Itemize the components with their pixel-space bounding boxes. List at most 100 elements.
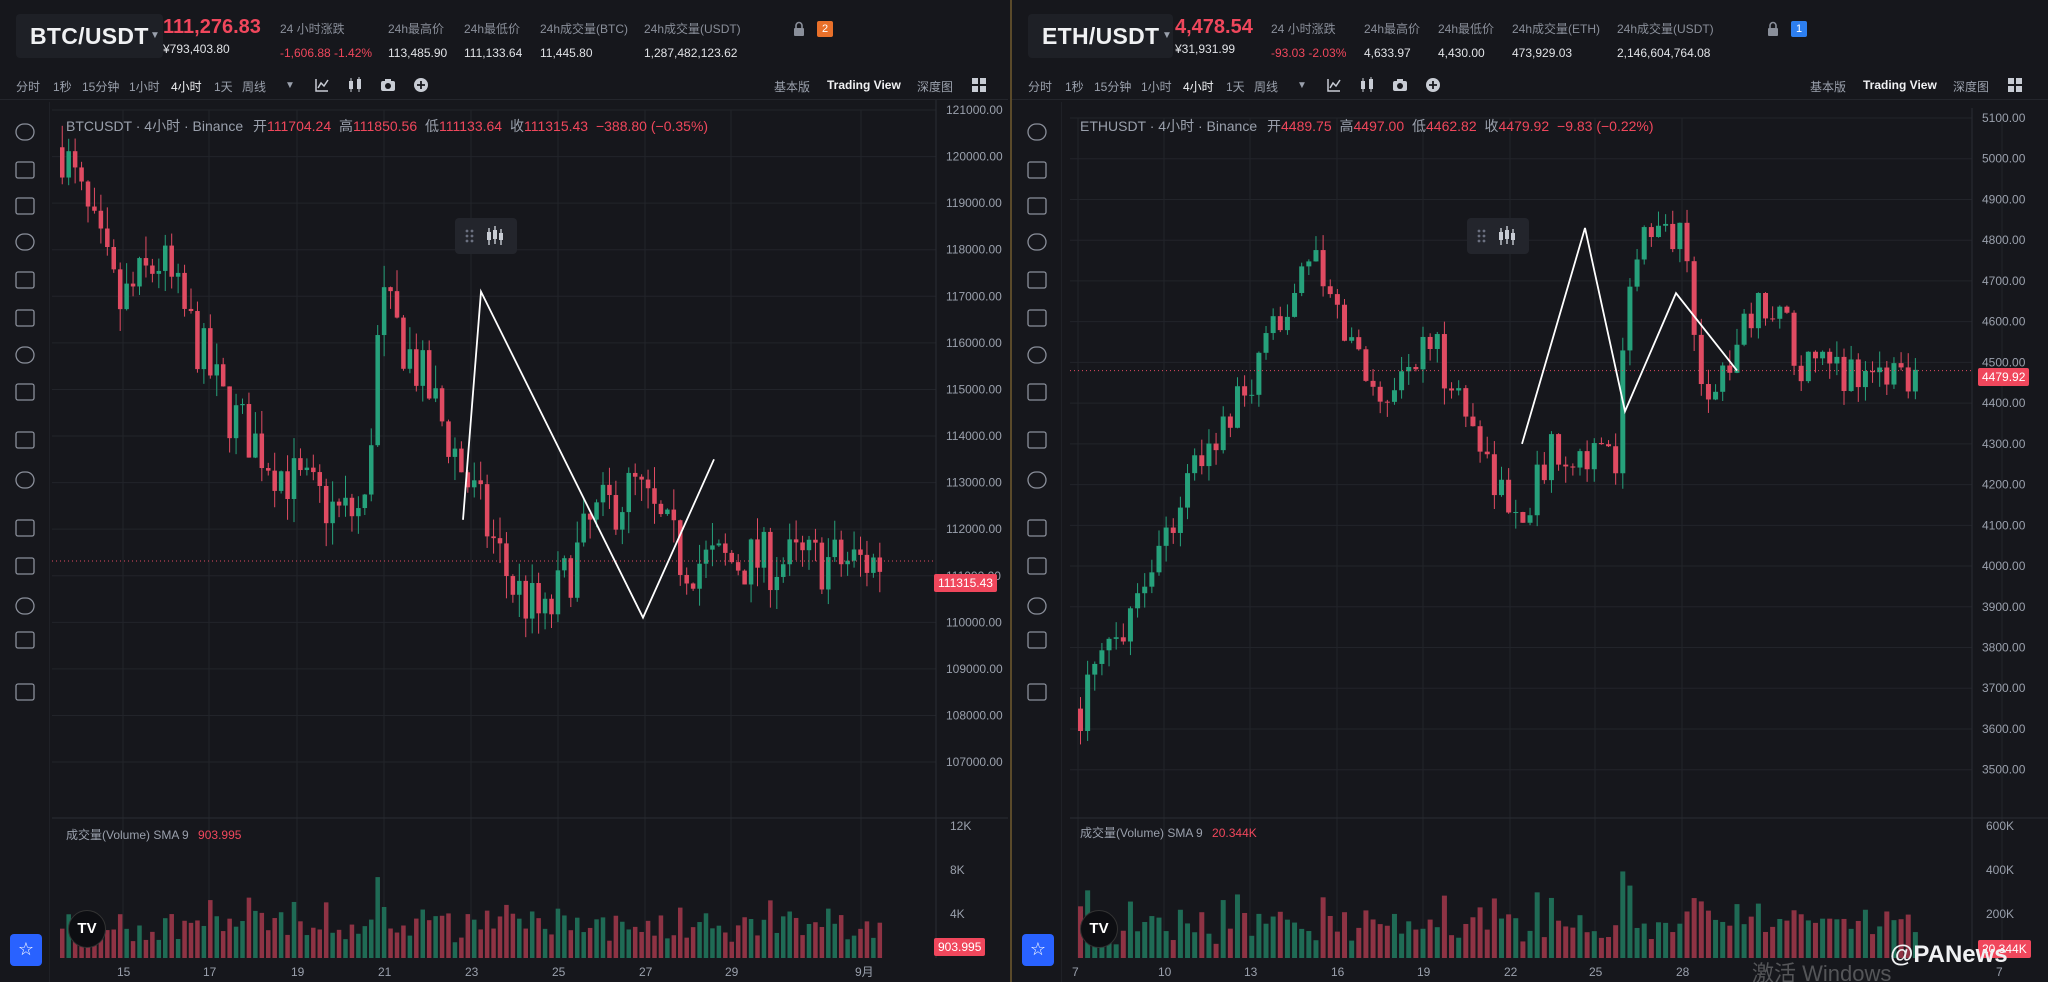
chevron-down-icon[interactable]: ▼ bbox=[150, 30, 160, 41]
drawing-tool-icon[interactable] bbox=[15, 123, 35, 141]
add-circle-icon[interactable] bbox=[1424, 76, 1442, 94]
drawing-tool-icon[interactable] bbox=[15, 346, 35, 364]
drawing-tool-icon[interactable] bbox=[1027, 631, 1047, 649]
y-tick-label: 4800.00 bbox=[1982, 233, 2026, 247]
timeframe-button[interactable]: 1天 bbox=[1226, 80, 1245, 94]
view-basic-button[interactable]: 基本版 bbox=[774, 80, 811, 94]
volume-bar bbox=[1634, 927, 1640, 958]
drawing-tool-icon[interactable] bbox=[15, 557, 35, 575]
indicator-icon[interactable] bbox=[1325, 76, 1343, 94]
alert-count-badge[interactable]: 1 bbox=[1791, 21, 1807, 37]
view-depth-button[interactable]: 深度图 bbox=[1953, 80, 1990, 94]
volume-bar bbox=[587, 927, 593, 958]
timeframe-button-active[interactable]: 4小时 bbox=[1183, 80, 1214, 94]
volume-bar bbox=[1270, 916, 1276, 958]
add-circle-icon[interactable] bbox=[412, 76, 430, 94]
btc-candlestick-chart[interactable]: 121000.00 120000.00 119000.00 118000.00 1170… bbox=[0, 0, 1008, 982]
volume-bar bbox=[1427, 919, 1433, 958]
layout-grid-icon[interactable] bbox=[970, 76, 988, 94]
candle-body bbox=[143, 258, 149, 266]
drawing-tool-icon[interactable] bbox=[15, 471, 35, 489]
drawing-tool-icon[interactable] bbox=[15, 383, 35, 401]
timeframe-button[interactable]: 1秒 bbox=[53, 80, 72, 94]
volume-bar bbox=[1377, 924, 1383, 958]
drawing-tool-icon[interactable] bbox=[1027, 161, 1047, 179]
drawing-tool-icon[interactable] bbox=[1027, 383, 1047, 401]
drawing-tool-icon[interactable] bbox=[1027, 197, 1047, 215]
drawing-tool-icon[interactable] bbox=[1027, 346, 1047, 364]
drawing-tool-icon[interactable] bbox=[15, 271, 35, 289]
drawing-tool-icon[interactable] bbox=[15, 161, 35, 179]
drawing-tool-icon[interactable] bbox=[1027, 597, 1047, 615]
candle-body bbox=[806, 539, 812, 551]
alert-count-badge[interactable]: 2 bbox=[817, 21, 833, 37]
view-basic-button[interactable]: 基本版 bbox=[1810, 80, 1847, 94]
candle-body bbox=[703, 549, 709, 564]
candle-body bbox=[150, 265, 155, 274]
volume-bar bbox=[845, 939, 850, 958]
timeframe-button[interactable]: 周线 bbox=[1254, 80, 1279, 94]
eth-candlestick-chart[interactable]: 5100.00 5000.00 4900.00 4800.00 4700.00 4600.… bbox=[1012, 0, 2048, 982]
timeframe-button[interactable]: 1小时 bbox=[1141, 80, 1172, 94]
timeframe-button[interactable]: 1小时 bbox=[129, 80, 160, 94]
eth-symbol-selector[interactable]: ETH/USDT bbox=[1028, 14, 1174, 58]
drawing-tool-icon[interactable] bbox=[15, 233, 35, 251]
lock-icon[interactable] bbox=[1766, 21, 1780, 37]
drawing-tool-icon[interactable] bbox=[15, 519, 35, 537]
camera-icon[interactable] bbox=[1391, 76, 1409, 94]
drawing-tool-icon[interactable] bbox=[1027, 123, 1047, 141]
view-depth-button[interactable]: 深度图 bbox=[917, 80, 954, 94]
timeframe-button[interactable]: 1天 bbox=[214, 80, 233, 94]
drawing-tool-icon[interactable] bbox=[1027, 557, 1047, 575]
candle-type-icon[interactable] bbox=[346, 76, 364, 94]
candle-body bbox=[246, 404, 252, 458]
view-tradingview-button[interactable]: Trading View bbox=[1863, 78, 1937, 92]
drawing-tool-icon[interactable] bbox=[15, 597, 35, 615]
camera-icon[interactable] bbox=[379, 76, 397, 94]
timeframe-button[interactable]: 1秒 bbox=[1065, 80, 1084, 94]
timeframe-button[interactable]: 15分钟 bbox=[1094, 80, 1132, 94]
drawing-tool-icon[interactable] bbox=[15, 309, 35, 327]
star-icon[interactable]: ☆ bbox=[1022, 934, 1054, 966]
volume-bar bbox=[388, 928, 393, 958]
timeframe-button-active[interactable]: 4小时 bbox=[171, 80, 202, 94]
drawing-tool-icon[interactable] bbox=[1027, 519, 1047, 537]
drawing-tool-icon[interactable] bbox=[1027, 683, 1047, 701]
volume-bar bbox=[208, 900, 213, 958]
volume-bar bbox=[1791, 910, 1797, 958]
timeframe-button[interactable]: 15分钟 bbox=[82, 80, 120, 94]
floating-tool-widget[interactable] bbox=[455, 218, 517, 254]
drawing-tool-icon[interactable] bbox=[1027, 309, 1047, 327]
eth-stat-change: 24 小时涨跌 -93.03 -2.03% bbox=[1271, 22, 1347, 60]
volume-bar bbox=[1242, 912, 1248, 958]
drawing-tool-icon[interactable] bbox=[15, 631, 35, 649]
timeframe-button[interactable]: 周线 bbox=[242, 80, 267, 94]
indicator-icon[interactable] bbox=[313, 76, 331, 94]
view-tradingview-button[interactable]: Trading View bbox=[827, 78, 901, 92]
candle-body bbox=[755, 539, 760, 568]
drawing-tool-icon[interactable] bbox=[1027, 271, 1047, 289]
drawing-tool-icon[interactable] bbox=[15, 683, 35, 701]
volume-bar bbox=[1870, 934, 1876, 958]
timeframe-button[interactable]: 分时 bbox=[16, 80, 41, 94]
layout-grid-icon[interactable] bbox=[2006, 76, 2024, 94]
timeframe-button[interactable]: 分时 bbox=[1028, 80, 1053, 94]
drawing-tool-icon[interactable] bbox=[1027, 431, 1047, 449]
btc-symbol-selector[interactable]: BTC/USDT bbox=[16, 14, 163, 58]
drawing-tool-icon[interactable] bbox=[1027, 233, 1047, 251]
candle-body bbox=[504, 543, 509, 577]
floating-tool-widget[interactable] bbox=[1467, 218, 1529, 254]
chevron-down-icon[interactable]: ▼ bbox=[1162, 30, 1172, 41]
lock-icon[interactable] bbox=[792, 21, 806, 37]
drawing-tool-icon[interactable] bbox=[1027, 471, 1047, 489]
candle-body bbox=[620, 512, 625, 530]
candle-type-icon[interactable] bbox=[1358, 76, 1376, 94]
chevron-down-icon[interactable]: ▼ bbox=[1297, 80, 1307, 91]
drawing-tool-icon[interactable] bbox=[15, 431, 35, 449]
drawing-tool-icon[interactable] bbox=[15, 197, 35, 215]
chevron-down-icon[interactable]: ▼ bbox=[285, 80, 295, 91]
star-icon[interactable]: ☆ bbox=[10, 934, 42, 966]
btc-cny-price: ¥793,403.80 bbox=[163, 42, 230, 56]
candle-body bbox=[1135, 593, 1141, 609]
volume-bar bbox=[864, 921, 870, 958]
